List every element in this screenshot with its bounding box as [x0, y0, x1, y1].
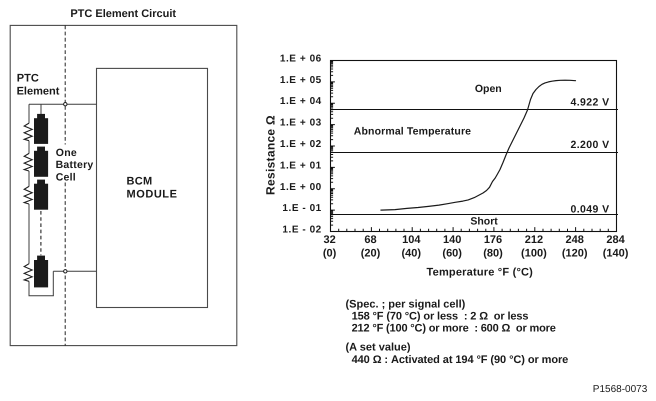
- svg-text:Cell: Cell: [56, 172, 76, 184]
- svg-text:4.922 V: 4.922 V: [571, 97, 610, 109]
- svg-text:Open: Open: [475, 83, 502, 95]
- svg-text:248: 248: [566, 234, 584, 246]
- svg-text:(40): (40): [402, 247, 422, 259]
- svg-text:140: 140: [443, 234, 461, 246]
- svg-text:(0): (0): [323, 247, 337, 259]
- svg-text:(20): (20): [361, 247, 381, 259]
- svg-text:(100): (100): [521, 247, 547, 259]
- svg-text:BCM: BCM: [127, 176, 153, 188]
- svg-text:(140): (140): [603, 247, 629, 259]
- svg-text:Temperature °F (°C): Temperature °F (°C): [427, 266, 534, 278]
- svg-text:440 Ω : Activated at 194 °F (9: 440 Ω : Activated at 194 °F (90 °C) or m…: [352, 354, 569, 366]
- svg-text:1.E + 03: 1.E + 03: [280, 118, 322, 129]
- svg-text:1.E + 06: 1.E + 06: [280, 54, 322, 65]
- svg-text:Short: Short: [470, 216, 498, 228]
- svg-text:1.E + 01: 1.E + 01: [280, 160, 322, 171]
- svg-text:One: One: [56, 147, 77, 159]
- svg-text:1.E - 01: 1.E - 01: [282, 203, 321, 214]
- svg-text:Abnormal Temperature: Abnormal Temperature: [354, 126, 471, 138]
- svg-text:(80): (80): [483, 247, 503, 259]
- svg-text:212: 212: [525, 234, 543, 246]
- svg-text:(A set value): (A set value): [346, 341, 411, 353]
- svg-text:1.E + 04: 1.E + 04: [280, 96, 322, 107]
- svg-text:1.E - 02: 1.E - 02: [282, 225, 321, 236]
- svg-text:68: 68: [364, 234, 376, 246]
- svg-text:212 °F (100 °C) or more : 600: 212 °F (100 °C) or more : 600 Ω or more: [352, 322, 556, 334]
- svg-text:(120): (120): [562, 247, 588, 259]
- svg-text:PTC: PTC: [17, 73, 39, 85]
- svg-text:P1568-0073: P1568-0073: [593, 384, 648, 395]
- svg-text:104: 104: [402, 234, 421, 246]
- svg-text:(60): (60): [442, 247, 462, 259]
- svg-text:Battery: Battery: [56, 159, 94, 171]
- svg-text:0.049 V: 0.049 V: [571, 204, 610, 216]
- svg-text:284: 284: [606, 234, 625, 246]
- svg-text:176: 176: [484, 234, 502, 246]
- svg-text:2.200 V: 2.200 V: [571, 139, 610, 151]
- svg-text:32: 32: [323, 234, 335, 246]
- svg-text:PTC Element Circuit: PTC Element Circuit: [70, 8, 176, 20]
- svg-text:1.E + 00: 1.E + 00: [280, 182, 322, 193]
- svg-text:MODULE: MODULE: [127, 189, 178, 201]
- svg-text:1.E + 05: 1.E + 05: [280, 75, 322, 86]
- svg-text:1.E + 02: 1.E + 02: [280, 139, 322, 150]
- svg-text:Element: Element: [17, 86, 60, 98]
- svg-text:(Spec. ; per signal cell): (Spec. ; per signal cell): [346, 298, 466, 310]
- svg-text:Resistance Ω: Resistance Ω: [264, 115, 278, 195]
- svg-text:158 °F (70 °C) or less : 2 Ω: 158 °F (70 °C) or less : 2 Ω or less: [352, 310, 529, 322]
